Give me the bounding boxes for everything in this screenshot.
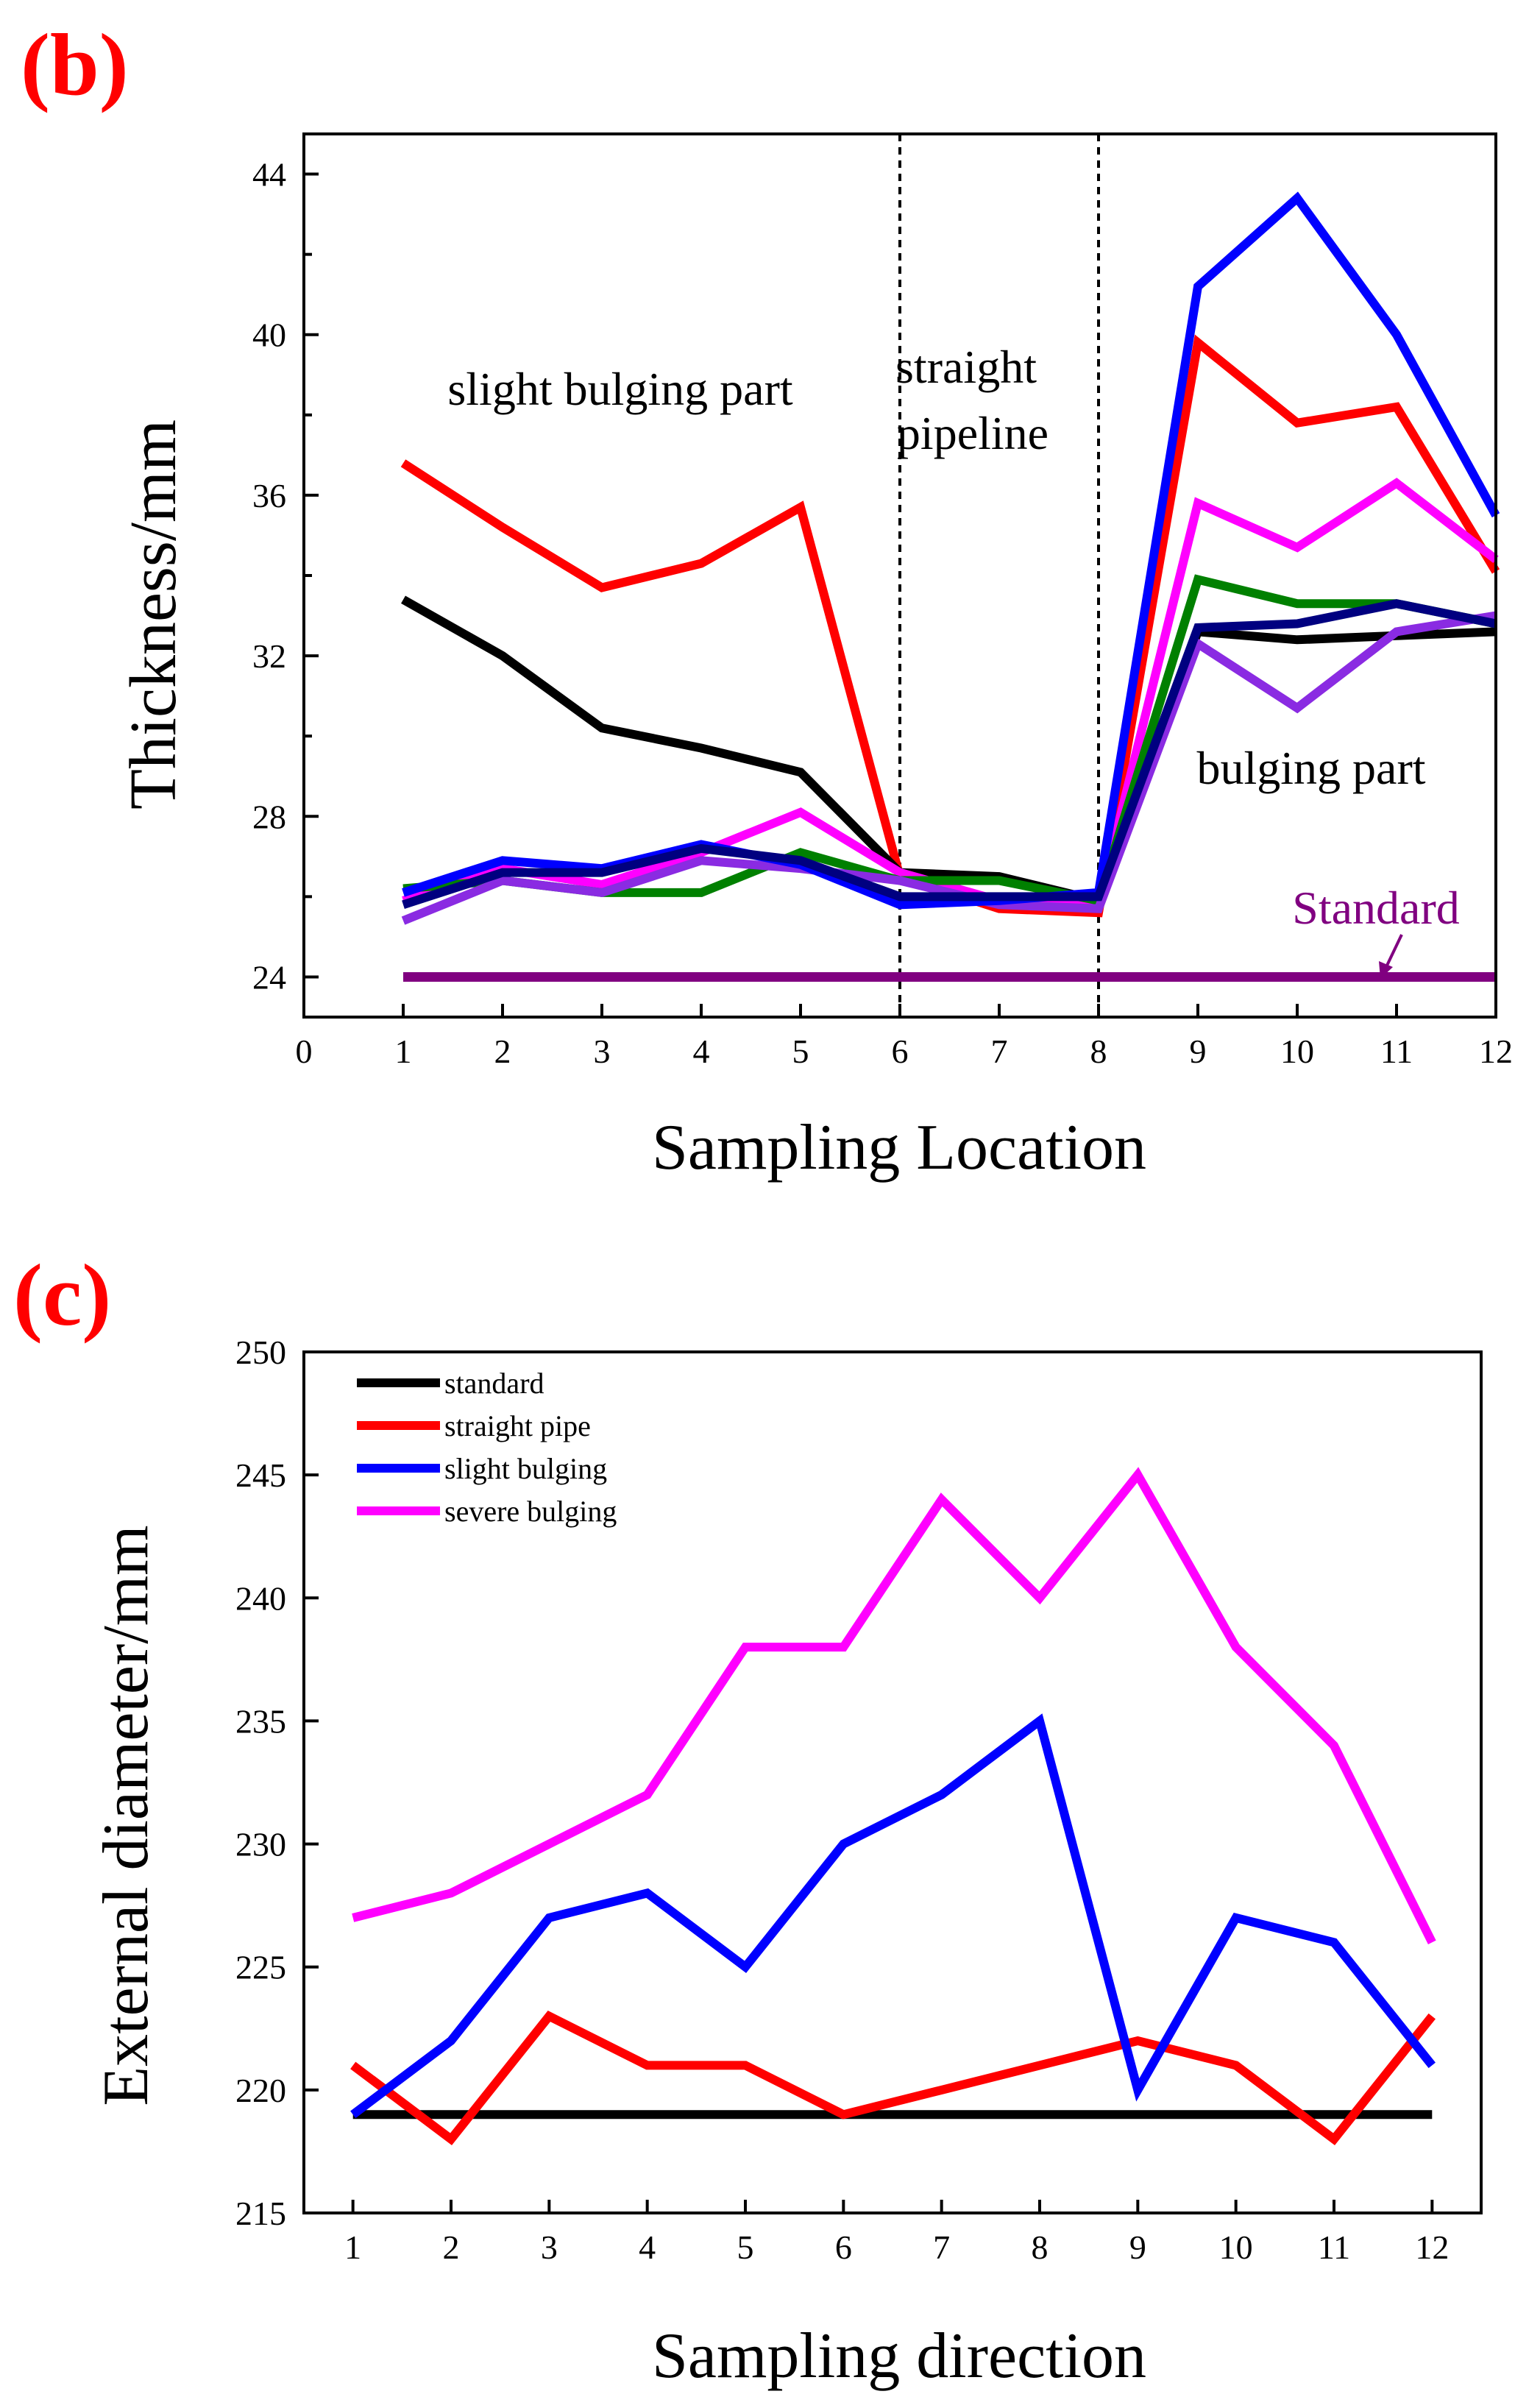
- x-tick-label: 2: [443, 2228, 460, 2266]
- series-line-4: [402, 574, 1497, 906]
- plot-frame: [302, 1350, 1483, 2214]
- annotation-bulging-part: bulging part: [1196, 742, 1425, 794]
- x-tick-label: 3: [541, 2228, 558, 2266]
- x-tick-label: 7: [933, 2228, 950, 2266]
- legend-label: severe bulging: [444, 1495, 617, 1528]
- y-tick-label: 230: [235, 1826, 286, 1863]
- x-tick-label: 11: [1318, 2228, 1350, 2266]
- y-tick-label: 40: [252, 316, 286, 354]
- x-tick-label: 5: [737, 2228, 754, 2266]
- series-line-2: [401, 595, 1497, 906]
- x-tick-label: 9: [1129, 2228, 1146, 2266]
- x-tick-label: 12: [1415, 2228, 1449, 2266]
- x-tick-label: 6: [835, 2228, 852, 2266]
- x-tick-label: 4: [639, 2228, 656, 2266]
- x-tick-label: 10: [1219, 2228, 1253, 2266]
- y-tick-label: 225: [235, 1949, 286, 1986]
- x-tick-label: 12: [1479, 1033, 1513, 1070]
- x-tick-label: 6: [892, 1033, 909, 1070]
- panel-b-series-group: [400, 134, 1500, 1017]
- x-tick-label: 10: [1280, 1033, 1314, 1070]
- x-tick-label: 8: [1090, 1033, 1107, 1070]
- y-tick-label: 245: [235, 1456, 286, 1494]
- y-tick-label: 215: [235, 2195, 286, 2232]
- panel-c-ylabel: External diameter/mm: [91, 1525, 162, 2106]
- annotation-pipeline: pipeline: [897, 407, 1049, 459]
- panel-c-series-group: [350, 1467, 1436, 2146]
- panel-c-xlabel: Sampling direction: [652, 2320, 1146, 2392]
- x-tick-label: 1: [344, 2228, 361, 2266]
- x-tick-label: 1: [395, 1033, 412, 1070]
- series-line-severe-bulging: [352, 1467, 1436, 1944]
- series-line-slight-bulging: [350, 1713, 1436, 2119]
- panel-b-ylabel: Thickness/mm: [117, 419, 190, 810]
- x-tick-label: 4: [693, 1033, 710, 1070]
- x-tick-label: 3: [594, 1033, 611, 1070]
- annotation-straight: straight: [895, 341, 1037, 393]
- x-tick-label: 11: [1380, 1033, 1413, 1070]
- y-tick-label: 24: [252, 958, 286, 996]
- series-line-6: [402, 191, 1500, 910]
- series-line-straight-pipe: [350, 2011, 1436, 2146]
- y-tick-label: 220: [235, 2072, 286, 2109]
- y-tick-label: 250: [235, 1334, 286, 1371]
- panel-c-label: (c): [13, 1246, 111, 1344]
- x-tick-label: 2: [494, 1033, 511, 1070]
- series-line-3: [402, 478, 1499, 910]
- annotation-slight-bulging: slight bulging part: [447, 363, 793, 415]
- x-tick-label: 0: [296, 1033, 313, 1070]
- y-tick-label: 44: [252, 156, 286, 194]
- y-tick-label: 28: [252, 798, 286, 835]
- panel-b-xlabel: Sampling Location: [652, 1112, 1146, 1183]
- standard-arrow: [1379, 934, 1403, 979]
- y-tick-label: 235: [235, 1702, 286, 1740]
- y-tick-label: 32: [252, 637, 286, 675]
- annotation-standard: Standard: [1292, 882, 1460, 934]
- y-tick-label: 36: [252, 477, 286, 514]
- legend-label: standard: [444, 1367, 544, 1400]
- x-tick-label: 9: [1190, 1033, 1207, 1070]
- series-line-7: [402, 599, 1497, 910]
- panel-c-legend: standard straight pipe slight bulging sever…: [357, 1367, 617, 1528]
- y-tick-label: 240: [235, 1579, 286, 1617]
- panel-b-label: (b): [21, 15, 129, 113]
- legend-label: straight pipe: [444, 1409, 591, 1442]
- x-tick-label: 8: [1032, 2228, 1049, 2266]
- x-tick-label: 5: [792, 1033, 809, 1070]
- x-tick-label: 7: [991, 1033, 1008, 1070]
- legend-label: slight bulging: [444, 1452, 607, 1485]
- panel-c: (c) 1 2 3 4 5 6 7 8 9 10 11 12215220225230235240245…: [13, 1246, 1483, 2392]
